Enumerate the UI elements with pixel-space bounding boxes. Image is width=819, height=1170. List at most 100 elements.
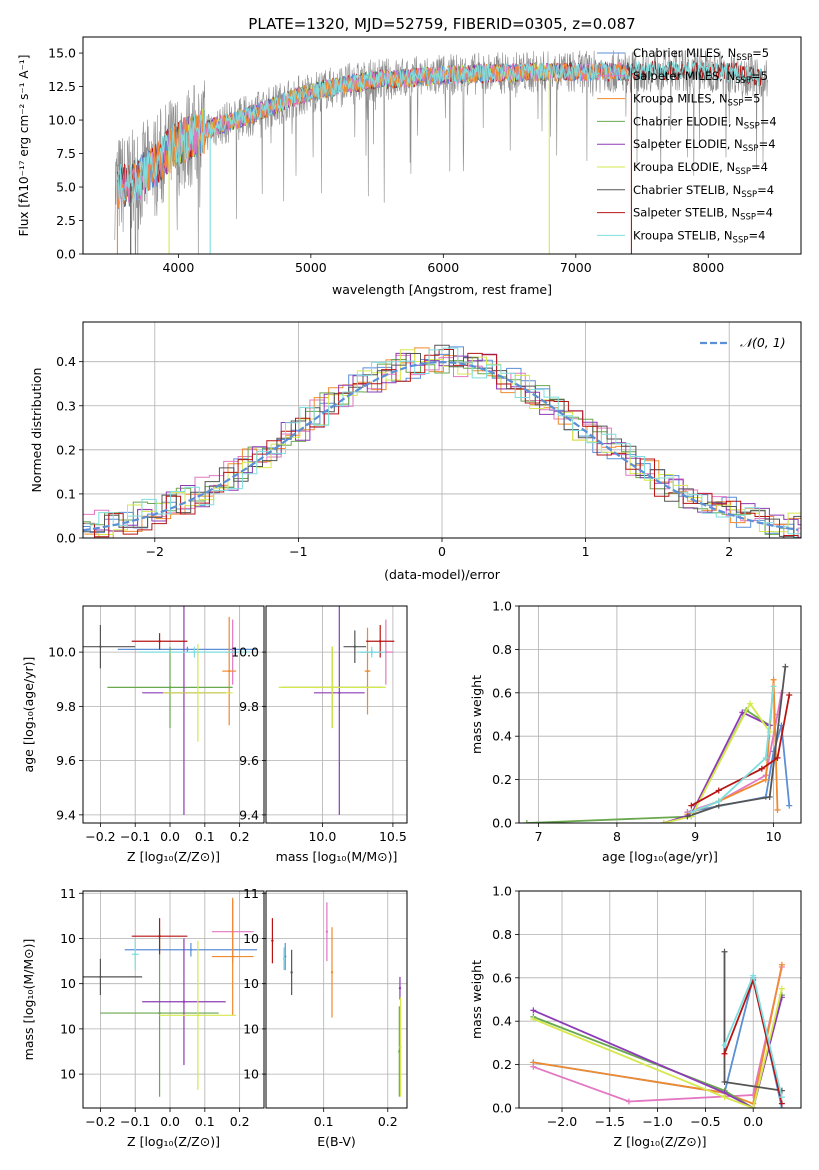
legend-entry: Kroupa MILES, NSSP=5: [633, 92, 760, 109]
weight_vs_Z-plot: [530, 948, 785, 1108]
residuals-ytick-label: 0.4: [56, 354, 76, 369]
weight_vs_Z-marker: [721, 1094, 728, 1101]
residuals-ytick-label: 0.3: [56, 398, 76, 413]
weight_vs_age-line: [687, 666, 787, 818]
residuals-xtick-label: −2: [146, 544, 164, 559]
figure-title: PLATE=1320, MJD=52759, FIBERID=0305, z=0…: [248, 15, 635, 33]
weight_vs_age-marker: [688, 809, 695, 816]
age_vs_Z-plot: [83, 606, 258, 815]
residuals-ytick-label: 0.2: [56, 442, 76, 457]
weight_vs_Z-ytick-label: 0.2: [492, 1057, 512, 1072]
weight_vs_age-marker: [774, 806, 781, 813]
mass_vs_ebv-ytick-label: 11: [243, 886, 259, 901]
age_vs_mass-plot: [278, 606, 395, 815]
legend-entry: Salpeter MILES, NSSP=5: [633, 69, 768, 86]
spectrum-frame: [82, 36, 802, 255]
legend-sub: SSP: [735, 167, 751, 177]
age_vs_Z-point: [196, 691, 200, 694]
mass_vs_Z-plot: [83, 897, 258, 1097]
weight_vs_Z-marker: [721, 1050, 728, 1057]
mass_vs_Z-point: [99, 975, 102, 979]
legend-suffix: =5: [752, 46, 769, 60]
weight_vs_age-xtick-label: 7: [535, 829, 543, 844]
legend-entry: Salpeter ELODIE, NSSP=4: [633, 137, 776, 154]
mass_vs_ebv-point: [282, 957, 286, 961]
weight_vs_Z-line: [532, 988, 783, 1108]
age_vs_mass-xtick-label: 10.5: [379, 829, 407, 844]
weight_vs_Z-xtick-label: −0.5: [690, 1114, 720, 1129]
age_vs_mass-xlabel: mass [log₁₀(M/M⊙)]: [276, 849, 398, 864]
legend-sub: SSP: [743, 144, 759, 154]
mass_vs_ebv-point: [290, 971, 293, 974]
weight_vs_age-marker: [786, 691, 793, 698]
spectrum-ylabel: Flux [fλ10⁻¹⁷ erg cm⁻² s⁻¹ A⁻¹]: [17, 55, 31, 237]
weight_vs_age-marker: [715, 798, 722, 805]
age_vs_Z-xtick-label: 0.0: [160, 829, 180, 844]
legend-entry: Kroupa ELODIE, NSSP=4: [633, 160, 768, 177]
mass_vs_Z-xtick-label: 0.1: [195, 1114, 215, 1129]
mass_vs_Z-ytick-label: 10: [60, 976, 76, 991]
mass_vs_ebv-point: [399, 1045, 402, 1049]
mass_vs_Z-xtick-label: −0.1: [120, 1114, 150, 1129]
legend-sub: SSP: [728, 99, 744, 109]
mass_vs_ebv-ytick-label: 10: [243, 976, 259, 991]
age_vs_Z-point: [99, 645, 102, 648]
legend-sub: SSP: [736, 53, 752, 63]
age_vs_Z-xtick-label: −0.1: [120, 829, 150, 844]
mass_vs_ebv-plot: [271, 902, 402, 1097]
age_vs_mass-point: [366, 669, 369, 673]
weight_vs_Z-xtick-label: −1.0: [642, 1114, 672, 1129]
mass_vs_ebv-xtick-label: 0.2: [378, 1114, 398, 1129]
legend-entry: Chabrier MILES, NSSP=5: [633, 46, 769, 63]
spectrum-line-kroupa-miles: [116, 62, 629, 209]
weight_vs_age-line: [690, 686, 775, 813]
spectrum-ytick-label: 10.0: [48, 113, 76, 128]
spectrum-xlabel: wavelength [Angstrom, rest frame]: [332, 282, 552, 297]
residuals-xtick-label: 1: [582, 544, 590, 559]
weight_vs_age-ylabel: mass weight: [469, 675, 484, 754]
legend-label: Salpeter STELIB, N: [633, 206, 740, 220]
hist-kroupa-stelib: [84, 347, 801, 535]
age_vs_Z-ytick-label: 9.4: [56, 807, 76, 822]
weight_vs_Z-marker: [778, 1100, 785, 1107]
residuals-xtick-label: 0: [438, 544, 446, 559]
legend-entry: Salpeter STELIB, NSSP=4: [633, 206, 773, 223]
residuals-plot: [83, 344, 801, 538]
weight_vs_age-marker: [523, 820, 530, 823]
legend-label: Kroupa STELIB, N: [633, 228, 733, 242]
mass_vs_Z-point: [231, 955, 234, 958]
legend-label: Chabrier ELODIE, N: [633, 114, 744, 128]
weight_vs_age-marker: [786, 802, 793, 809]
weight_vs_Z-marker: [530, 1016, 537, 1023]
age_vs_mass-point: [338, 691, 341, 694]
weight_vs_Z-marker: [721, 1042, 728, 1049]
age_vs_Z-point: [227, 669, 231, 673]
mass_vs_Z-ytick-label: 10: [60, 1021, 76, 1036]
age_vs_mass-point: [370, 650, 373, 654]
age_vs_Z-xtick-label: 0.2: [230, 829, 250, 844]
weight_vs_Z-marker: [625, 1098, 632, 1105]
weight_vs_Z-xlabel: Z [log₁₀(Z/Z⊙)]: [614, 1134, 707, 1149]
spectrum-xtick-label: 5000: [295, 260, 327, 275]
weight_vs_age-ytick-label: 0.6: [492, 685, 512, 700]
weight_vs_age-marker: [770, 683, 777, 690]
spectrum-ytick-label: 12.5: [48, 79, 76, 94]
age_vs_mass-point: [353, 645, 357, 648]
spectrum-xtick-label: 8000: [692, 260, 724, 275]
weight_vs_Z-marker: [530, 1007, 537, 1014]
mass_vs_Z-xtick-label: 0.2: [230, 1114, 250, 1129]
weight_vs_age-marker: [747, 700, 754, 707]
mass_vs_ebv-ytick-label: 10: [243, 1021, 259, 1036]
legend-label: Salpeter MILES, N: [633, 69, 735, 83]
legend-suffix: =4: [759, 137, 776, 151]
legend-label: Kroupa ELODIE, N: [633, 160, 735, 174]
weight_vs_Z-ytick-label: 0.4: [492, 1014, 512, 1029]
weight_vs_age-xtick-label: 8: [613, 829, 621, 844]
mass_vs_Z-xlabel: Z [log₁₀(Z/Z⊙)]: [127, 1134, 220, 1149]
age_vs_Z-xtick-label: 0.1: [195, 829, 215, 844]
legend-entry: Chabrier ELODIE, NSSP=4: [633, 114, 777, 131]
legend-entry: Kroupa STELIB, NSSP=4: [633, 228, 765, 245]
age_vs_Z-point: [168, 686, 172, 689]
age_vs_mass-ytick-label: 10.0: [231, 645, 259, 660]
